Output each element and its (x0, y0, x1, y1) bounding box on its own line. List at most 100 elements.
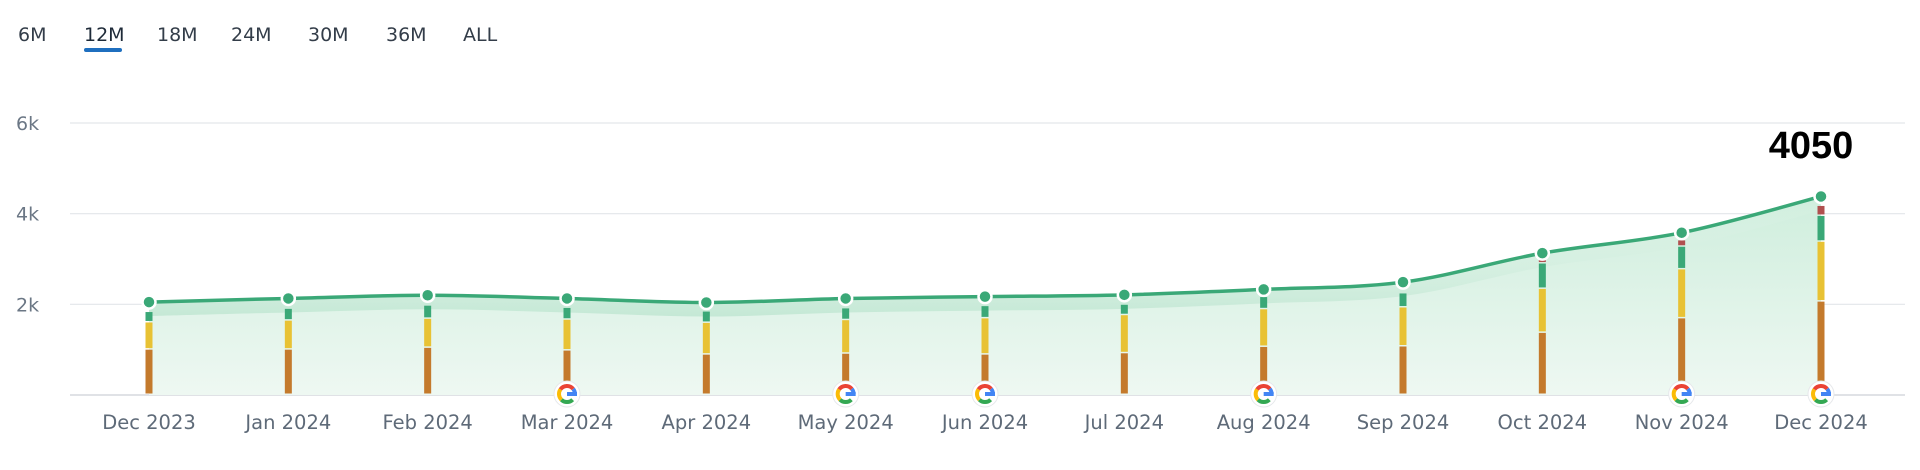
bar-segment (1538, 288, 1546, 332)
bar-segment (1120, 353, 1128, 394)
tab-all[interactable]: ALL (463, 24, 498, 46)
stacked-bars (145, 205, 1825, 394)
bar-segment (424, 318, 432, 347)
stacked-bar (1260, 297, 1268, 394)
google-icon[interactable] (553, 380, 581, 408)
google-icon[interactable] (832, 380, 860, 408)
stacked-bar (563, 307, 571, 394)
data-point[interactable] (280, 290, 297, 307)
bar-segment (981, 306, 989, 317)
data-point[interactable] (1395, 274, 1411, 290)
bar-segment (702, 354, 710, 394)
x-tick-label: Jan 2024 (243, 411, 331, 434)
active-tab-indicator (84, 48, 122, 52)
x-tick-label: Dec 2023 (102, 411, 196, 434)
stacked-bar (702, 311, 710, 394)
x-tick-label: Oct 2024 (1498, 411, 1588, 434)
x-tick-label: Jul 2024 (1083, 411, 1164, 434)
tab-6m[interactable]: 6M (18, 24, 47, 46)
google-icon[interactable] (1807, 380, 1835, 408)
stacked-bar (842, 308, 850, 394)
bar-segment (1817, 301, 1825, 394)
tab-18m[interactable]: 18M (157, 24, 198, 46)
tab-24m[interactable]: 24M (231, 24, 272, 46)
google-icon[interactable] (1668, 380, 1696, 408)
bar-segment (145, 349, 153, 394)
data-point[interactable] (141, 294, 157, 310)
bar-segment (1399, 307, 1407, 345)
google-icon[interactable] (1250, 380, 1278, 408)
bar-segment (284, 308, 292, 320)
bar-segment (1817, 205, 1825, 215)
tab-36m[interactable]: 36M (386, 24, 427, 46)
tab-12m[interactable]: 12M (84, 24, 125, 46)
bar-segment (145, 322, 153, 349)
bar-segment (842, 320, 850, 353)
bar-segment (1678, 269, 1686, 317)
bar-segment (1538, 263, 1546, 288)
bar-segment (1817, 241, 1825, 301)
bar-segment (1678, 246, 1686, 268)
bar-segment (1678, 240, 1686, 246)
data-point[interactable] (977, 288, 993, 305)
stacked-bar (981, 306, 989, 394)
bar-segment (1538, 332, 1546, 394)
data-point[interactable] (1116, 287, 1133, 303)
data-point[interactable] (1534, 245, 1551, 261)
bar-segment (702, 311, 710, 322)
bar-segment (1120, 315, 1128, 352)
bar-segment (1678, 318, 1686, 394)
x-axis-ticks: Dec 2023 Jan 2024 Feb 2024 Mar 2024 Apr 2024… (102, 411, 1868, 434)
bar-segment (981, 354, 989, 394)
y-axis-ticks: 2k 4k 6k (16, 113, 39, 316)
data-point[interactable] (419, 287, 436, 304)
google-icon[interactable] (971, 380, 999, 408)
bar-segment (1399, 293, 1407, 307)
stacked-bar (145, 312, 153, 394)
tab-30m[interactable]: 30M (308, 24, 349, 46)
stacked-bar (284, 308, 292, 394)
y-tick-label: 6k (16, 113, 39, 135)
x-tick-label: Apr 2024 (662, 411, 752, 434)
data-points (141, 188, 1829, 311)
y-tick-label: 2k (16, 294, 39, 316)
x-tick-label: Sep 2024 (1357, 411, 1450, 434)
stacked-bar (1399, 293, 1407, 394)
x-tick-label: May 2024 (798, 411, 894, 434)
bar-segment (563, 307, 571, 319)
bar-segment (1399, 346, 1407, 394)
x-tick-label: Aug 2024 (1217, 411, 1311, 434)
stacked-bar (1120, 304, 1128, 394)
data-point[interactable] (698, 294, 715, 311)
bar-segment (842, 308, 850, 319)
bar-segment (1260, 297, 1268, 308)
stacked-bar (1678, 240, 1686, 394)
bar-segment (284, 320, 292, 349)
bar-segment (702, 322, 710, 354)
google-update-markers (553, 380, 1835, 408)
value-annotation: 4050 (1769, 125, 1854, 167)
bar-segment (563, 350, 571, 394)
x-tick-label: Mar 2024 (521, 411, 614, 434)
bar-segment (1260, 309, 1268, 346)
data-point[interactable] (559, 290, 575, 307)
data-point[interactable] (1813, 188, 1829, 205)
x-tick-label: Feb 2024 (382, 411, 472, 434)
data-point[interactable] (837, 290, 854, 307)
stacked-bar (1817, 205, 1825, 394)
bar-segment (981, 318, 989, 354)
bar-segment (1817, 215, 1825, 241)
stacked-bar (424, 305, 432, 394)
bar-segment (424, 305, 432, 318)
x-tick-label: Jun 2024 (940, 411, 1028, 434)
stacked-bar (1538, 258, 1546, 394)
bar-segment (284, 349, 292, 394)
data-point[interactable] (1255, 281, 1272, 298)
bar-segment (424, 347, 432, 394)
x-tick-label: Dec 2024 (1774, 411, 1868, 434)
y-tick-label: 4k (16, 204, 39, 226)
data-point[interactable] (1673, 224, 1690, 241)
bar-segment (563, 319, 571, 350)
bar-segment (842, 353, 850, 394)
